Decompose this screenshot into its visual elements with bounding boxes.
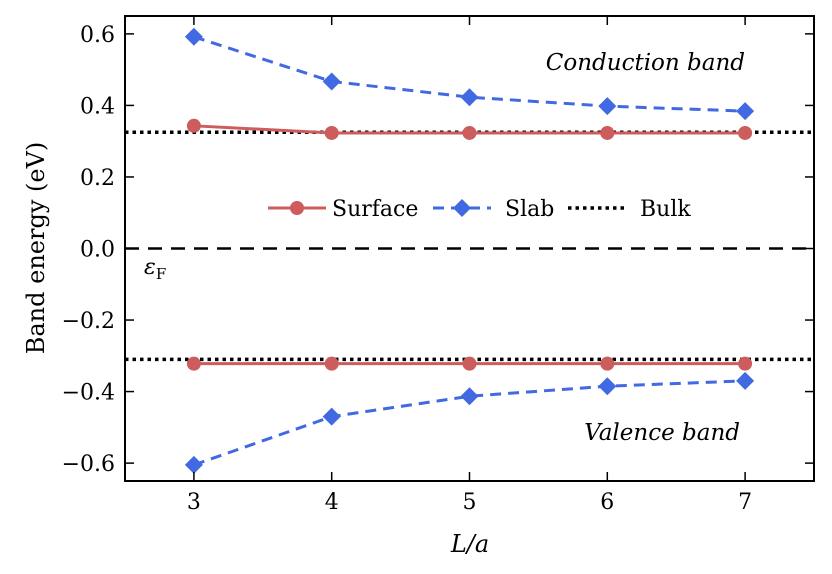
surface-conduction-point [186,118,201,133]
slab-conduction-point [322,72,341,91]
y-tick-label: −0.4 [62,381,115,406]
surface-valence-point [600,356,615,371]
x-tick-label: 5 [463,490,477,515]
x-tick-label: 6 [600,490,614,515]
valence-band-annotation: Valence band [584,420,740,446]
x-axis-label: L/a [450,530,489,558]
y-tick-label: 0.6 [80,23,115,48]
legend: Surface Slab Bulk [268,197,691,222]
axis-ticks: 3 4 5 6 7 0.6 0.4 0.2 0.0 −0.2 −0.4 −0.6 [62,16,814,515]
slab-valence-point [460,387,479,406]
x-tick-label: 4 [325,490,339,515]
legend-slab-label: Slab [505,197,554,222]
conduction-band-annotation: Conduction band [546,50,745,76]
surface-valence-point [738,356,753,371]
x-tick-label: 7 [738,490,752,515]
fermi-subscript: F [156,265,166,283]
legend-surface-marker [290,201,304,215]
slab-conduction-line [193,35,746,113]
surface-conduction-point [462,125,477,140]
y-tick-label: −0.2 [62,309,115,334]
slab-conduction-point [736,102,755,121]
y-tick-label: 0.0 [80,238,115,263]
surface-conduction-point [324,125,339,140]
slab-conduction-point [598,97,617,116]
slab-valence-point [322,407,341,426]
slab-valence-point [598,377,617,396]
slab-valence-line [193,379,746,467]
slab-valence-point [184,455,203,474]
y-tick-label: 0.4 [80,94,115,119]
legend-bulk-label: Bulk [640,197,691,222]
y-tick-label: 0.2 [80,166,115,191]
surface-conduction-point [738,125,753,140]
surface-valence-point [324,356,339,371]
surface-valence-point [186,356,201,371]
surface-valence-point [462,356,477,371]
surface-conduction-point [600,125,615,140]
legend-slab-marker [453,199,471,217]
fermi-symbol: ε [144,255,156,280]
legend-surface-label: Surface [332,197,418,222]
plot-content [125,27,814,474]
x-tick-label: 3 [187,490,201,515]
fermi-level-label: εF [144,255,166,283]
slab-valence-point [736,371,755,390]
slab-conduction-point [460,88,479,107]
y-tick-label: −0.6 [62,452,115,477]
slab-conduction-point [184,27,203,46]
y-axis-label: Band energy (eV) [22,142,50,355]
